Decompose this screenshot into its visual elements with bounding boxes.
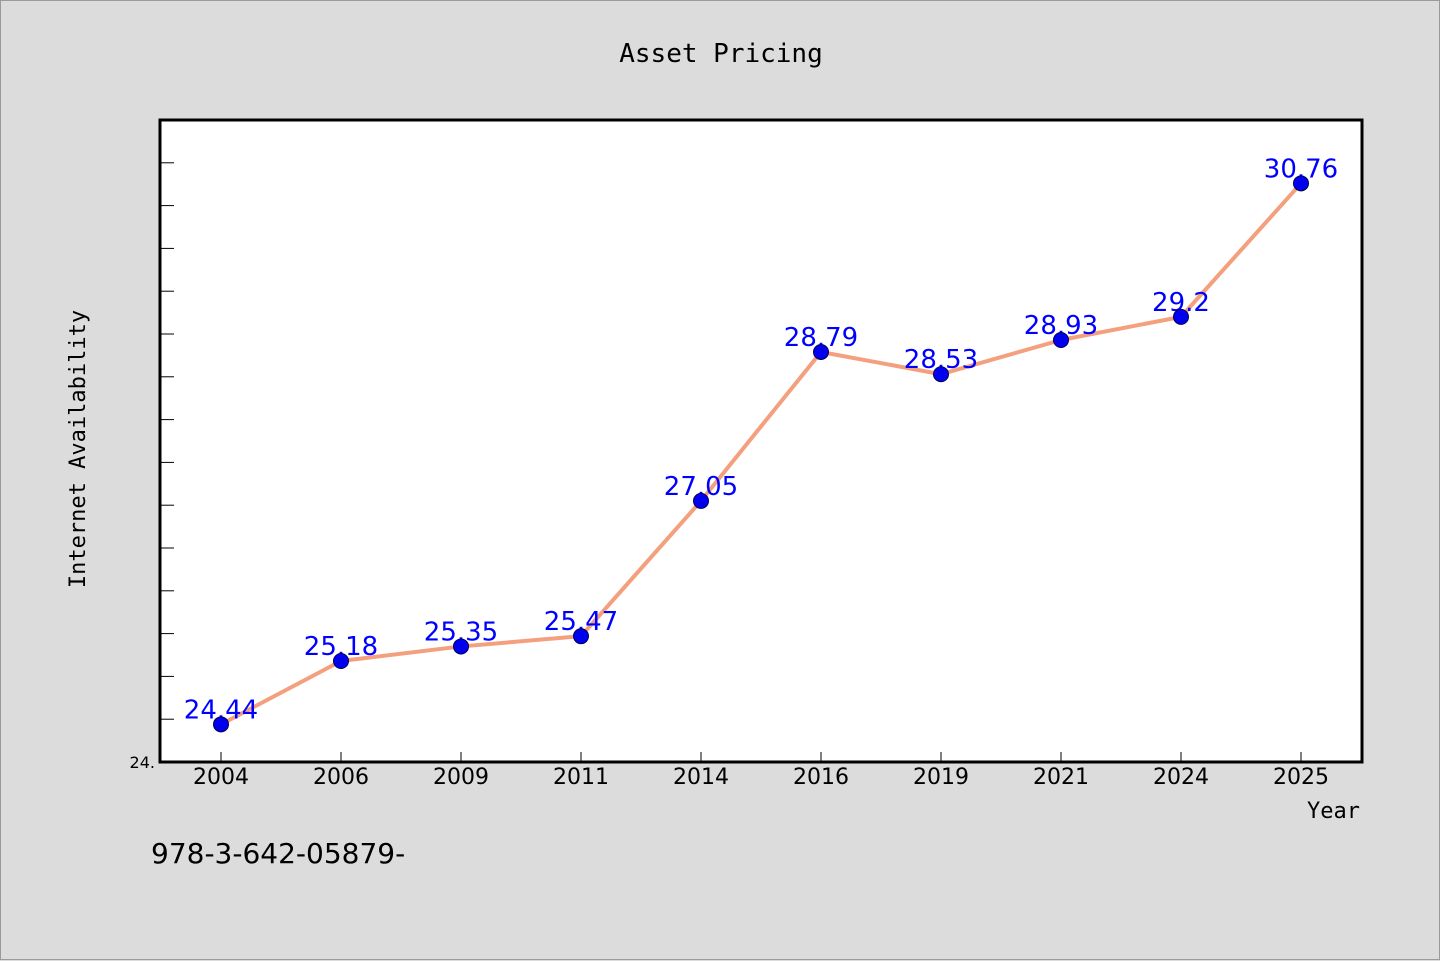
data-point bbox=[693, 492, 709, 509]
data-point bbox=[813, 343, 829, 360]
x-axis-title: Year bbox=[1307, 799, 1360, 824]
series-line bbox=[219, 181, 1303, 727]
x-tick-label: 2016 bbox=[793, 765, 849, 790]
data-point bbox=[933, 366, 949, 383]
x-tick-label: 2021 bbox=[1033, 765, 1089, 790]
plot-area bbox=[158, 118, 1364, 764]
x-tick-label: 2006 bbox=[313, 765, 369, 790]
x-tick-label: 2004 bbox=[193, 765, 249, 790]
data-point bbox=[573, 628, 589, 645]
data-point bbox=[453, 638, 469, 655]
footer-text: 978-3-642-05879- bbox=[151, 837, 405, 870]
data-point bbox=[1173, 308, 1189, 325]
x-axis-tick-labels: 2004 2006 2009 2011 2014 2016 2019 2021 2024 2025 bbox=[193, 765, 1329, 790]
data-point bbox=[213, 716, 229, 733]
x-tick-label: 2009 bbox=[433, 765, 489, 790]
x-tick-label: 2011 bbox=[553, 765, 609, 790]
y-axis-title: Internet Availability bbox=[66, 310, 91, 588]
chart-title: Asset Pricing bbox=[619, 39, 823, 69]
data-point bbox=[333, 652, 349, 669]
data-markers bbox=[213, 175, 1309, 733]
x-tick-label: 2024 bbox=[1153, 765, 1209, 790]
data-point bbox=[1053, 331, 1069, 348]
x-axis-ticks bbox=[220, 752, 1302, 762]
x-tick-label: 2019 bbox=[913, 765, 969, 790]
y-tick-label: 24. bbox=[130, 753, 155, 772]
y-axis-ticks bbox=[160, 162, 174, 720]
data-point bbox=[1293, 175, 1309, 192]
x-tick-label: 2025 bbox=[1273, 765, 1329, 790]
x-tick-label: 2014 bbox=[673, 765, 729, 790]
